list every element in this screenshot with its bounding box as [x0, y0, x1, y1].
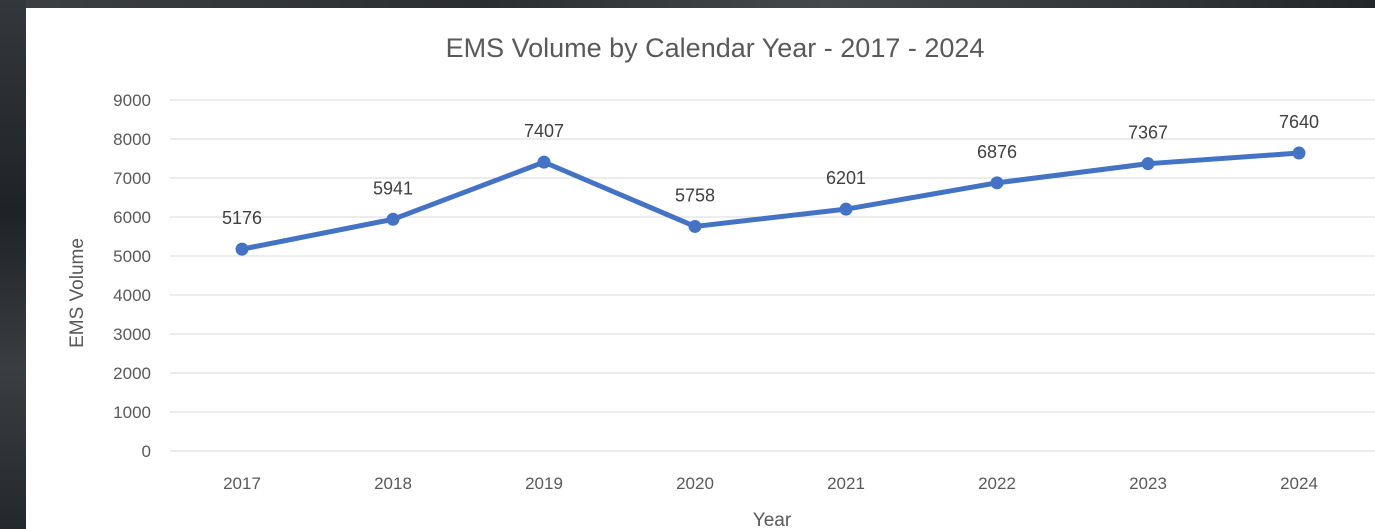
x-tick-label: 2017	[223, 474, 261, 493]
data-point	[1292, 146, 1306, 160]
data-label: 5758	[675, 185, 715, 205]
ems-volume-line-chart: EMS Volume by Calendar Year - 2017 - 202…	[67, 33, 1375, 529]
data-label: 5176	[222, 208, 262, 228]
x-tick-label: 2022	[978, 474, 1016, 493]
y-tick-label: 5000	[113, 247, 151, 266]
x-tick-label: 2021	[827, 474, 865, 493]
y-tick-label: 8000	[113, 130, 151, 149]
data-point	[386, 212, 400, 226]
y-tick-label: 4000	[113, 286, 151, 305]
y-tick-label: 2000	[113, 364, 151, 383]
y-tick-label: 9000	[113, 91, 151, 110]
data-label: 5941	[373, 178, 413, 198]
data-point	[537, 155, 551, 169]
data-point	[839, 202, 853, 216]
y-tick-label: 6000	[113, 208, 151, 227]
y-tick-label: 1000	[113, 403, 151, 422]
background-top	[0, 0, 1375, 8]
data-point	[235, 242, 249, 256]
x-axis-label: Year	[753, 510, 792, 529]
data-label: 7640	[1279, 112, 1319, 132]
x-tick-label: 2019	[525, 474, 563, 493]
chart-card: EMS Volume by Calendar Year - 2017 - 202…	[26, 8, 1375, 529]
background-left	[0, 0, 26, 529]
x-tick-label: 2023	[1129, 474, 1167, 493]
y-tick-label: 3000	[113, 325, 151, 344]
x-tick-label: 2020	[676, 474, 714, 493]
data-point	[990, 176, 1004, 190]
x-tick-label: 2024	[1280, 474, 1318, 493]
chart-title: EMS Volume by Calendar Year - 2017 - 202…	[446, 33, 985, 63]
data-point	[1141, 157, 1155, 171]
data-label: 7367	[1128, 123, 1168, 143]
y-tick-label: 7000	[113, 169, 151, 188]
series-line	[239, 150, 1302, 252]
data-label: 6876	[977, 142, 1017, 162]
data-label: 7407	[524, 121, 564, 141]
x-tick-label: 2018	[374, 474, 412, 493]
y-tick-label: 0	[142, 442, 151, 461]
data-point	[688, 219, 702, 233]
y-axis-label: EMS Volume	[67, 238, 88, 348]
data-label: 6201	[826, 168, 866, 188]
